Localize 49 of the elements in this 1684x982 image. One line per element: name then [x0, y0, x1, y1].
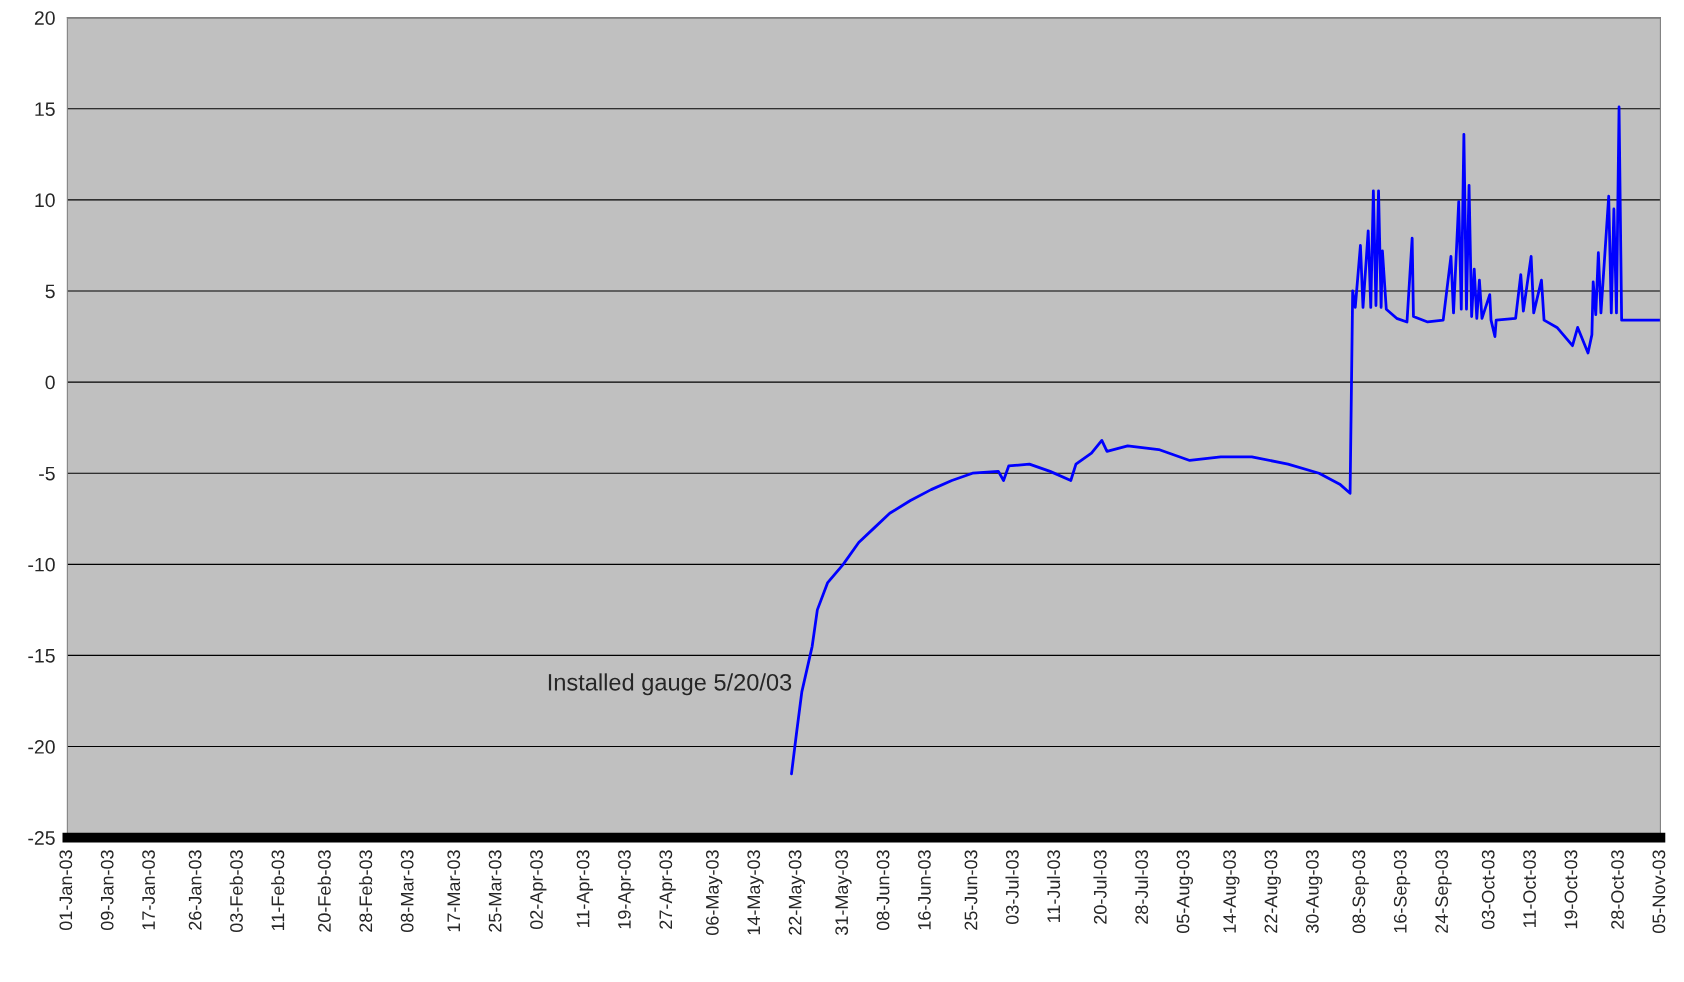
x-tick-label: 17-Jan-03	[142, 850, 155, 930]
x-tick-label: 16-Jun-03	[918, 850, 931, 930]
x-tick-label: 08-Jun-03	[876, 850, 890, 931]
x-tick-label: 02-Apr-03	[530, 850, 547, 930]
x-tick-label: 01-Jan-03	[59, 850, 73, 931]
x-tick-label: 09-Jan-03	[100, 850, 114, 931]
x-tick-label: 25-Mar-03	[488, 850, 502, 932]
x-tick-label: 27-Apr-03	[659, 850, 676, 929]
x-tick-label: 03-Feb-03	[229, 850, 243, 933]
x-tick-label: 06-May-03	[705, 850, 723, 936]
x-tick-label: 28-Oct-03	[1611, 850, 1624, 929]
y-tick-label: -15	[28, 649, 55, 663]
x-tick-label: 03-Jul-03	[1005, 850, 1019, 925]
x-tick-label: 26-Jan-03	[188, 850, 202, 930]
x-tick-label: 31-May-03	[835, 850, 852, 936]
x-tick-label: 08-Sep-03	[1352, 850, 1369, 934]
x-tick-label: 05-Aug-03	[1176, 850, 1193, 934]
x-tick-label: 16-Sep-03	[1393, 850, 1411, 933]
y-tick-label: 10	[35, 193, 55, 208]
x-tick-label: 14-May-03	[747, 850, 764, 935]
x-tick-label: 11-Jul-03	[1046, 850, 1061, 923]
x-tick-label: 14-Aug-03	[1223, 850, 1240, 933]
y-tick-label: -10	[28, 557, 55, 572]
x-tick-label: 28-Jul-03	[1134, 850, 1149, 924]
y-tick-label: 15	[35, 102, 55, 117]
x-tick-label: 28-Feb-03	[358, 850, 373, 932]
x-tick-label: 08-Mar-03	[400, 850, 414, 933]
y-tick-label: 20	[34, 11, 55, 25]
x-tick-label: 11-Apr-03	[576, 850, 593, 928]
x-tick-label: 19-Oct-03	[1564, 850, 1578, 929]
x-tick-label: 22-Aug-03	[1264, 850, 1281, 933]
x-tick-label: 05-Nov-03	[1652, 850, 1666, 934]
x-tick-label: 30-Aug-03	[1305, 850, 1323, 934]
x-tick-label: 11-Feb-03	[271, 850, 285, 931]
y-tick-label: 5	[45, 284, 55, 299]
x-tick-label: 19-Apr-03	[618, 850, 635, 929]
x-tick-label: 11-Oct-03	[1523, 850, 1536, 928]
x-tick-label: 17-Mar-03	[447, 850, 461, 932]
y-tick-label: 0	[45, 375, 55, 390]
y-tick-label: -20	[28, 740, 55, 754]
x-tick-label: 20-Jul-03	[1093, 850, 1107, 924]
y-tick-label: -25	[28, 831, 55, 845]
annotation: Installed gauge 5/20/03	[548, 673, 792, 696]
x-tick-label: 22-May-03	[788, 850, 806, 935]
x-tick-label: 20-Feb-03	[317, 850, 331, 932]
y-tick-label: -5	[39, 466, 55, 481]
x-tick-label: 24-Sep-03	[1435, 850, 1452, 933]
x-tick-label: 03-Oct-03	[1481, 850, 1495, 930]
x-tick-label: 25-Jun-03	[964, 850, 978, 930]
